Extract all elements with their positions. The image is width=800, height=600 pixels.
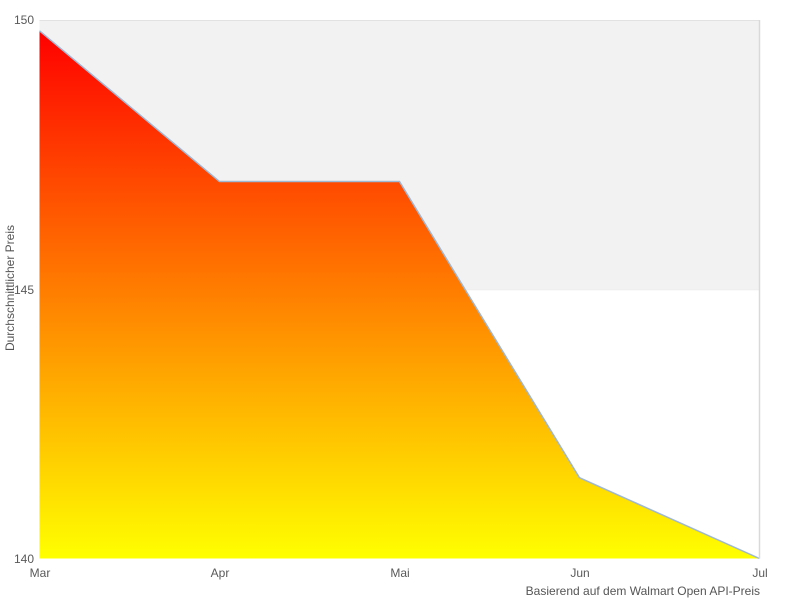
x-tick-jul: Jul — [752, 566, 768, 580]
x-tick-apr: Apr — [210, 566, 230, 580]
x-tick-jun: Jun — [570, 566, 590, 580]
y-tick-145: 145 — [13, 283, 34, 297]
x-tick-mai: Mai — [390, 566, 410, 580]
price-area-series[interactable] — [39, 30, 760, 559]
y-axis-title: Durchschnittlicher Preis — [3, 224, 17, 352]
x-tick-mar: Mar — [29, 566, 51, 580]
y-tick-140: 140 — [13, 552, 34, 566]
y-tick-150: 150 — [13, 13, 34, 27]
price-line — [39, 30, 760, 560]
chart-caption: Basierend auf dem Walmart Open API-Preis — [525, 584, 760, 598]
